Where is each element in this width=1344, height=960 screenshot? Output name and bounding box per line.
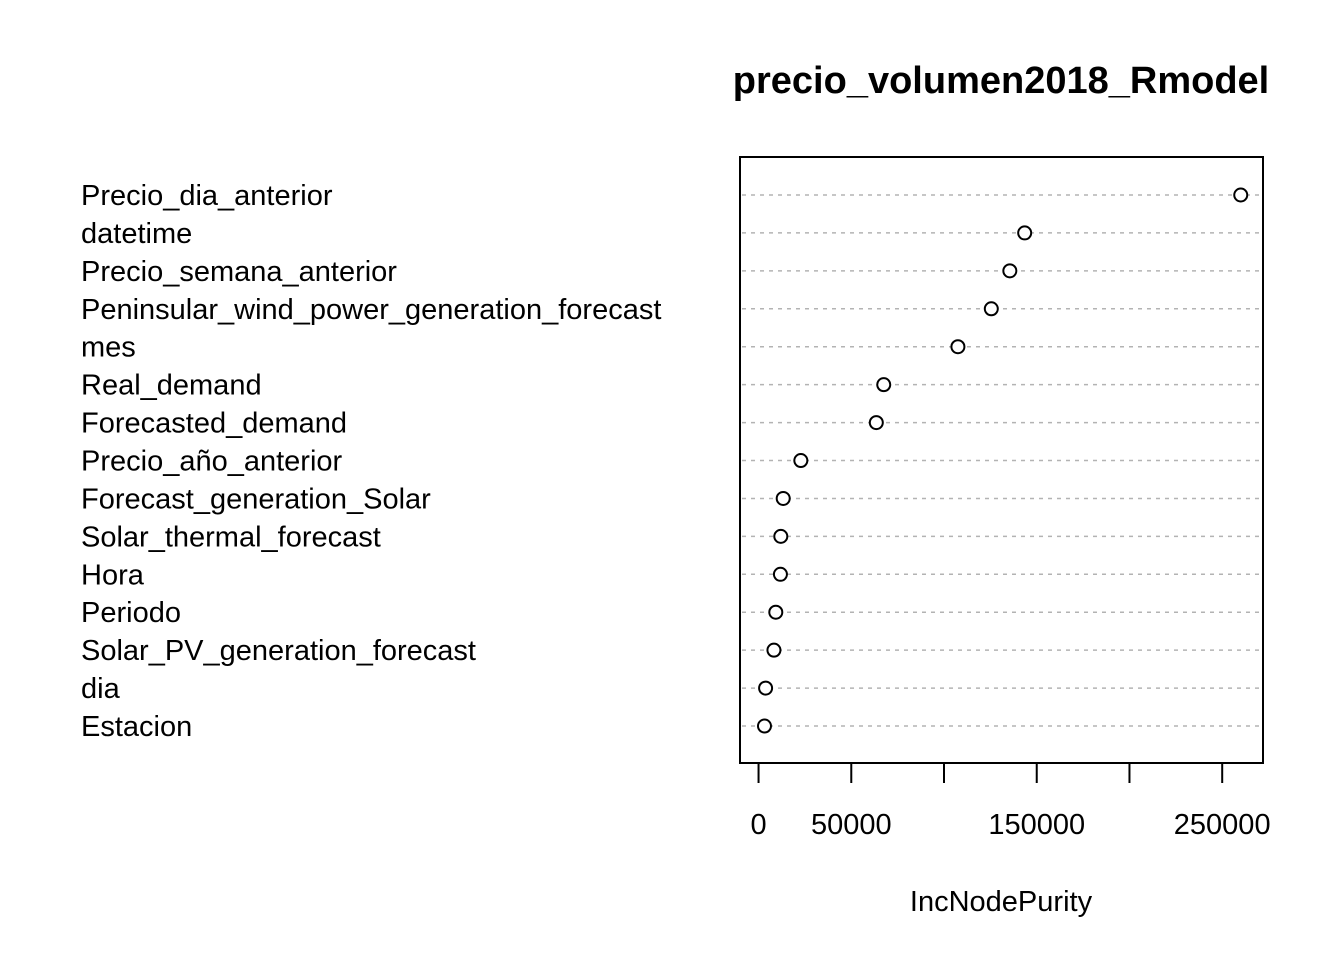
data-point — [1002, 263, 1018, 279]
data-point — [1017, 225, 1033, 241]
chart-title: precio_volumen2018_Rmodel — [733, 60, 1269, 102]
data-point — [766, 642, 782, 658]
category-label: mes — [81, 332, 136, 364]
data-point — [876, 377, 892, 393]
data-point — [1233, 187, 1249, 203]
category-label: Real_demand — [81, 370, 262, 402]
category-label: Forecasted_demand — [81, 408, 347, 440]
data-point — [756, 718, 772, 734]
x-tick-label: 150000 — [988, 809, 1085, 841]
category-label: Estacion — [81, 711, 192, 743]
data-point — [773, 528, 789, 544]
grid-lines — [742, 194, 1261, 727]
x-tick-label: 0 — [750, 809, 766, 841]
data-point — [768, 604, 784, 620]
x-tick-label: 250000 — [1174, 809, 1271, 841]
data-point — [868, 415, 884, 431]
category-label: Periodo — [81, 597, 181, 629]
category-label: Precio_dia_anterior — [81, 180, 333, 212]
category-label: dia — [81, 673, 121, 705]
data-point — [983, 301, 999, 317]
x-axis: 0 50000 150000 250000 — [750, 762, 1271, 841]
category-labels: Precio_dia_anterior datetime Precio_semana… — [81, 180, 661, 743]
data-point — [950, 339, 966, 355]
data-point — [793, 453, 809, 469]
category-label: Solar_PV_generation_forecast — [81, 635, 476, 667]
x-tick-label: 50000 — [811, 809, 892, 841]
data-point — [758, 680, 774, 696]
category-label: Solar_thermal_forecast — [81, 521, 381, 553]
data-point — [772, 566, 788, 582]
category-label: Peninsular_wind_power_generation_forecas… — [81, 294, 661, 326]
category-label: datetime — [81, 218, 192, 250]
x-axis-title: IncNodePurity — [910, 886, 1093, 918]
data-points — [756, 187, 1249, 734]
category-label: Hora — [81, 559, 145, 591]
category-label: Precio_semana_anterior — [81, 256, 397, 288]
category-label: Forecast_generation_Solar — [81, 483, 431, 515]
data-point — [775, 490, 791, 506]
category-label: Precio_año_anterior — [81, 446, 343, 478]
